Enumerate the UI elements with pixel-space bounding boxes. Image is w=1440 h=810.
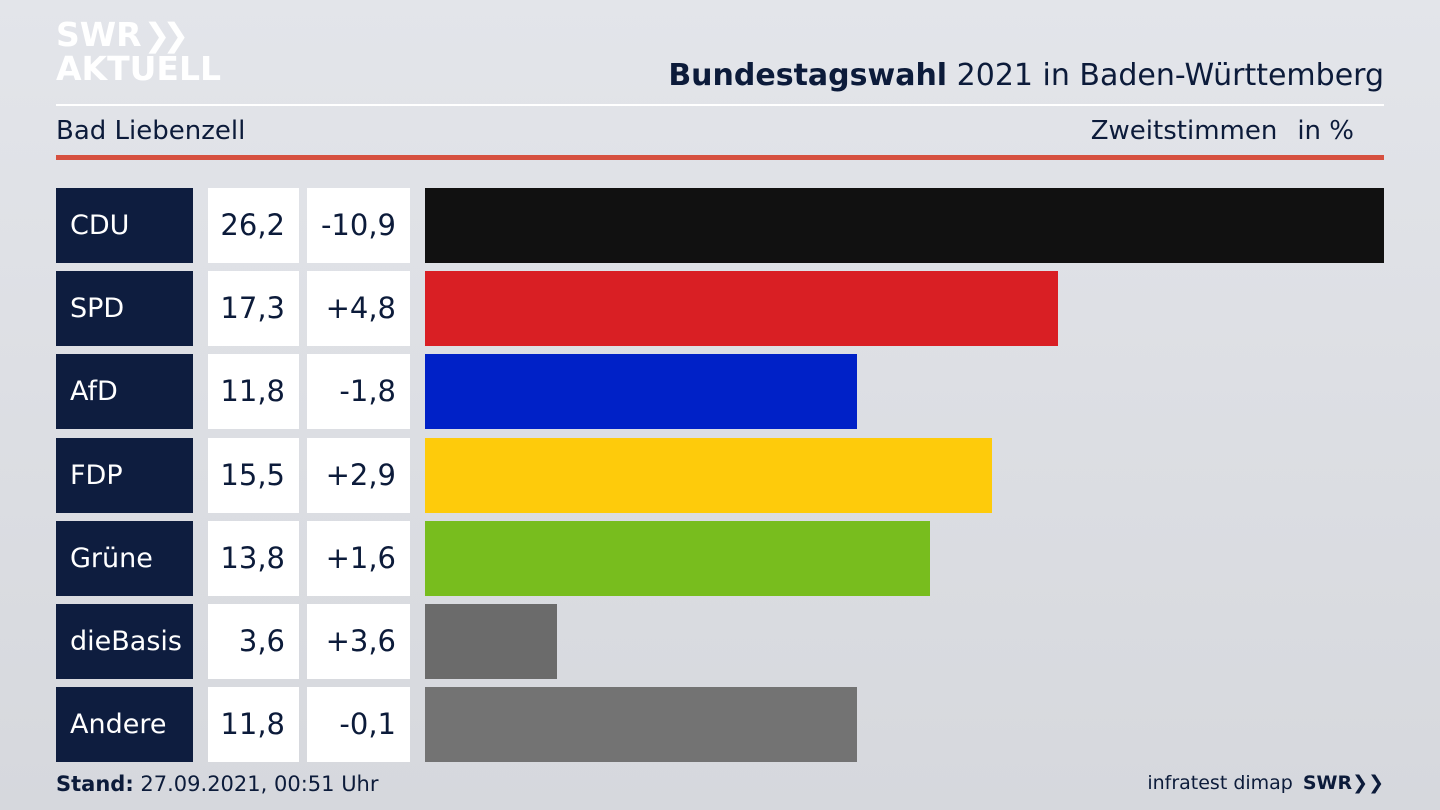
table-row: AfD 11,8 -1,8 <box>0 354 1440 430</box>
value-label: 15,5 <box>208 437 299 513</box>
location-label: Bad Liebenzell <box>56 116 246 146</box>
logo-swr-text: SWR <box>56 15 142 54</box>
change-label: +4,8 <box>307 271 410 347</box>
brand-text: SWR <box>1302 772 1353 794</box>
table-row: Andere 11,8 -0,1 <box>0 687 1440 763</box>
metric-header: Zweitstimmen in % <box>1091 116 1354 146</box>
value-label: 11,8 <box>208 687 299 763</box>
value-label: 3,6 <box>208 604 299 679</box>
change-label: -1,8 <box>307 354 410 430</box>
bar <box>425 687 857 763</box>
bar <box>425 437 992 513</box>
change-label: +3,6 <box>307 604 410 679</box>
swr-brand-logo: SWR❯❯ <box>1303 772 1384 794</box>
source-credit: infratest dimap SWR❯❯ <box>1147 772 1384 794</box>
title-bold: Bundestagswahl <box>668 58 948 93</box>
party-label: Andere <box>56 687 193 763</box>
party-label: CDU <box>56 188 193 263</box>
stand-label: Stand: <box>56 772 134 796</box>
party-label: FDP <box>56 437 193 513</box>
bar <box>425 520 930 596</box>
value-label: 11,8 <box>208 354 299 430</box>
party-label: AfD <box>56 354 193 430</box>
change-label: +2,9 <box>307 437 410 513</box>
bar <box>425 271 1058 347</box>
change-label: +1,6 <box>307 520 410 596</box>
timestamp: Stand: 27.09.2021, 00:51 Uhr <box>56 772 379 796</box>
double-chevron-icon: ❯❯ <box>1352 772 1384 794</box>
table-row: CDU 26,2 -10,9 <box>0 188 1440 263</box>
swr-aktuell-logo: SWR❯❯ AKTUELL <box>56 18 221 86</box>
bar <box>425 188 1384 263</box>
value-label: 13,8 <box>208 520 299 596</box>
header-divider <box>56 104 1384 106</box>
unit-label: in % <box>1297 116 1354 146</box>
table-row: dieBasis 3,6 +3,6 <box>0 604 1440 679</box>
page-title: Bundestagswahl 2021 in Baden-Württemberg <box>668 58 1384 93</box>
change-label: -10,9 <box>307 188 410 263</box>
metric-label: Zweitstimmen <box>1090 116 1278 146</box>
title-rest: 2021 in Baden-Württemberg <box>956 58 1384 93</box>
table-row: FDP 15,5 +2,9 <box>0 437 1440 513</box>
bar <box>425 604 557 679</box>
table-row: Grüne 13,8 +1,6 <box>0 520 1440 596</box>
double-chevron-icon: ❯❯ <box>143 16 190 54</box>
bar <box>425 354 857 430</box>
table-row: SPD 17,3 +4,8 <box>0 271 1440 347</box>
accent-rule <box>56 155 1384 160</box>
value-label: 26,2 <box>208 188 299 263</box>
logo-aktuell-text: AKTUELL <box>56 49 222 88</box>
source-label: infratest dimap <box>1147 772 1293 794</box>
party-label: Grüne <box>56 520 193 596</box>
change-label: -0,1 <box>307 687 410 763</box>
stand-value: 27.09.2021, 00:51 Uhr <box>140 772 379 796</box>
party-label: dieBasis <box>56 604 193 679</box>
party-label: SPD <box>56 271 193 347</box>
value-label: 17,3 <box>208 271 299 347</box>
